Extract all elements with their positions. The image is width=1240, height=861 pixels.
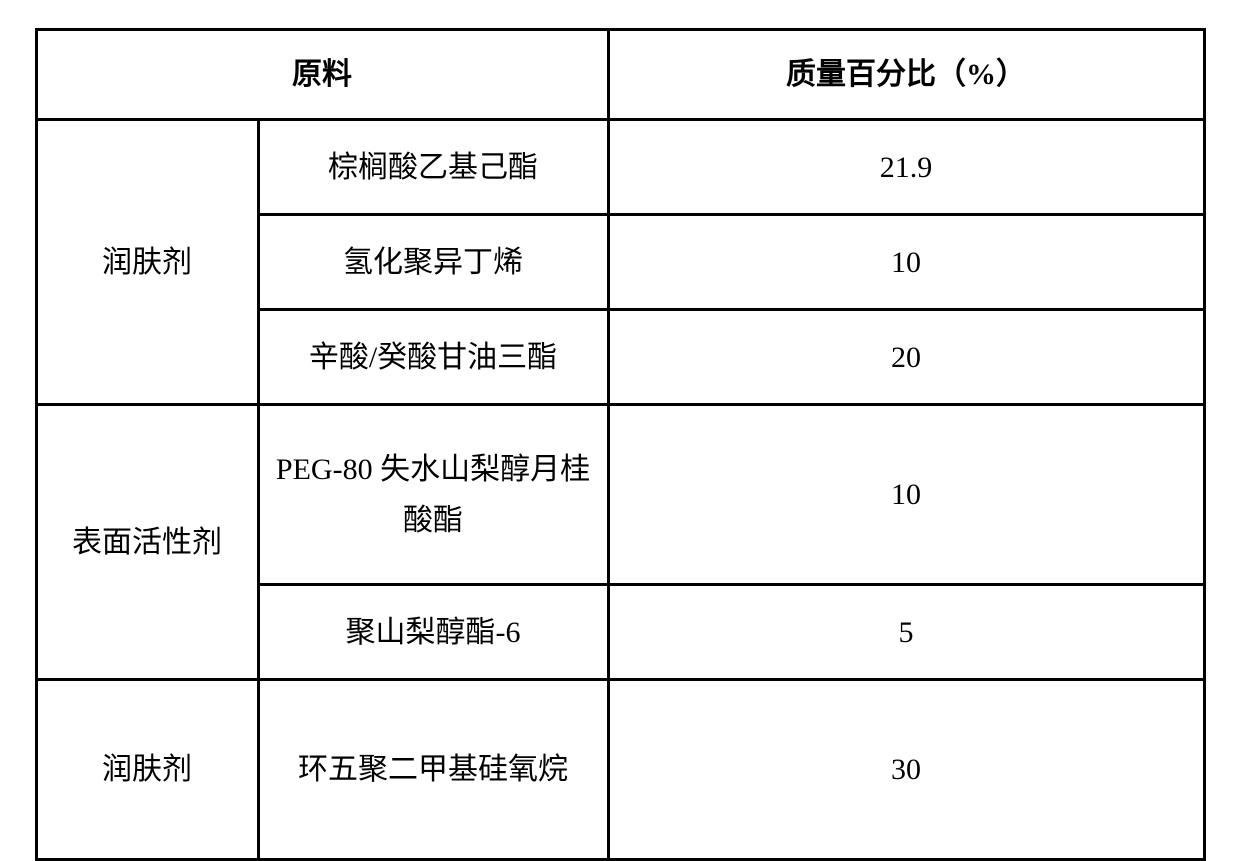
header-percent: 质量百分比（%） bbox=[608, 30, 1204, 120]
table-row: 表面活性剂 PEG-80 失水山梨醇月桂酸酯 10 bbox=[36, 405, 1204, 585]
percent-cell: 10 bbox=[608, 405, 1204, 585]
ingredient-cell: 氢化聚异丁烯 bbox=[258, 215, 608, 310]
ingredient-cell: 辛酸/癸酸甘油三酯 bbox=[258, 310, 608, 405]
percent-cell: 20 bbox=[608, 310, 1204, 405]
percent-cell: 30 bbox=[608, 680, 1204, 860]
ingredient-cell: 棕榈酸乙基己酯 bbox=[258, 120, 608, 215]
header-ingredient: 原料 bbox=[36, 30, 608, 120]
category-cell: 表面活性剂 bbox=[36, 405, 258, 680]
percent-cell: 21.9 bbox=[608, 120, 1204, 215]
percent-cell: 5 bbox=[608, 585, 1204, 680]
ingredient-cell: 环五聚二甲基硅氧烷 bbox=[258, 680, 608, 860]
ingredient-cell: 聚山梨醇酯-6 bbox=[258, 585, 608, 680]
percent-cell: 10 bbox=[608, 215, 1204, 310]
table-row: 润肤剂 环五聚二甲基硅氧烷 30 bbox=[36, 680, 1204, 860]
header-row: 原料 质量百分比（%） bbox=[36, 30, 1204, 120]
category-cell: 润肤剂 bbox=[36, 680, 258, 860]
category-cell: 润肤剂 bbox=[36, 120, 258, 405]
ingredients-table: 原料 质量百分比（%） 润肤剂 棕榈酸乙基己酯 21.9 氢化聚异丁烯 10 辛… bbox=[35, 28, 1206, 861]
table-row: 润肤剂 棕榈酸乙基己酯 21.9 bbox=[36, 120, 1204, 215]
ingredient-cell: PEG-80 失水山梨醇月桂酸酯 bbox=[258, 405, 608, 585]
